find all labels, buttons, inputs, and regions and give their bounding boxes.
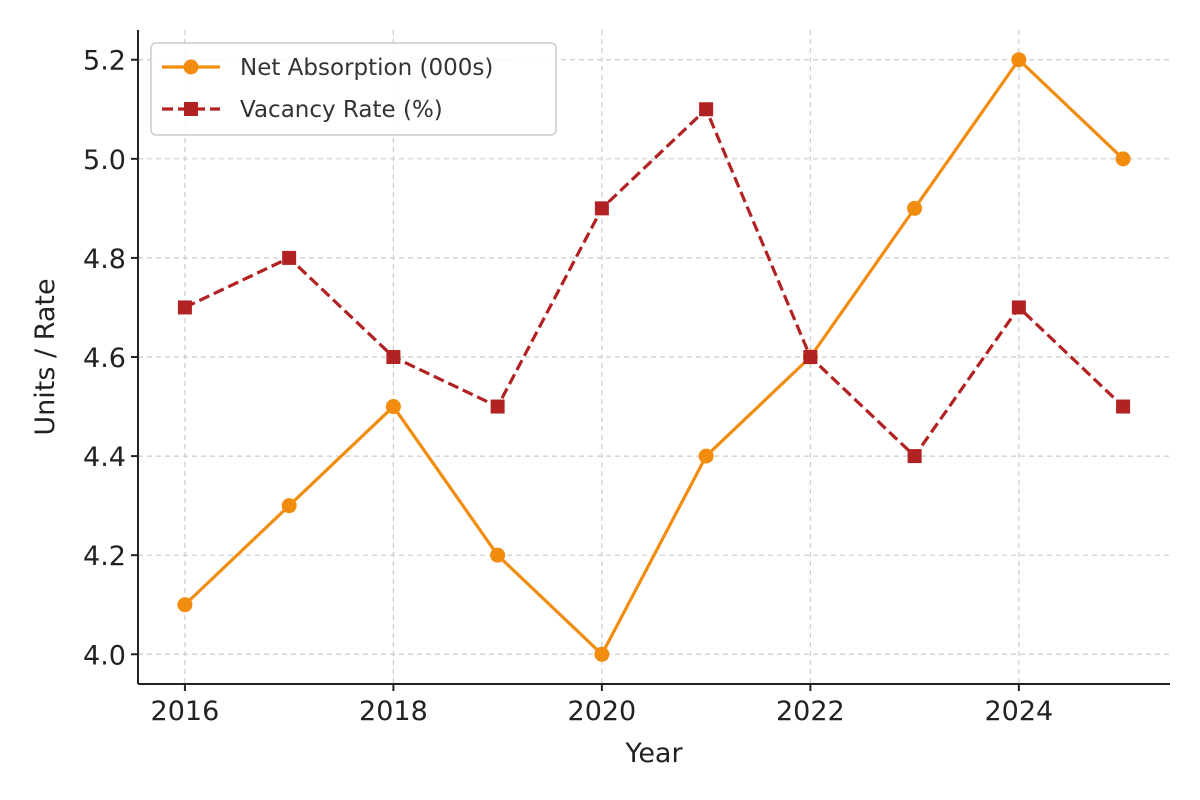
legend-item: Vacancy Rate (%) [162, 97, 443, 123]
series-1 [177, 102, 1131, 464]
legend-label: Net Absorption (000s) [240, 55, 493, 81]
y-tick-label: 4.2 [83, 541, 126, 572]
data-point [385, 399, 401, 415]
legend-box [150, 42, 557, 136]
data-point [698, 448, 714, 464]
data-point [1116, 399, 1131, 414]
series-line [183, 58, 1125, 656]
y-axis-label: Units / Rate [30, 278, 61, 435]
data-point [699, 102, 714, 117]
data-point [803, 350, 818, 364]
legend-label: Vacancy Rate (%) [240, 97, 443, 123]
legend: Net Absorption (000s) Vacancy Rate (%) [150, 42, 557, 136]
data-point [490, 399, 505, 414]
y-tick-label: 4.4 [83, 442, 126, 473]
data-point [594, 201, 609, 216]
tick-labels: 2016 2018 2020 2022 2024 4.0 4.2 4.4 4.6 4.8 5.0 5.… [83, 46, 1053, 727]
data-point [281, 498, 297, 514]
data-point [177, 597, 193, 613]
x-tick-label: 2016 [151, 696, 220, 727]
legend-marker [183, 59, 199, 75]
y-tick-label: 4.0 [83, 640, 126, 671]
legend-item: Net Absorption (000s) [162, 55, 493, 81]
data-point [907, 449, 922, 464]
x-tick-label: 2024 [984, 696, 1053, 727]
y-tick-label: 4.8 [83, 244, 126, 275]
data-point [1011, 52, 1027, 68]
data-point [490, 547, 506, 563]
y-tick-label: 5.0 [83, 145, 126, 176]
series-group [177, 52, 1131, 662]
x-axis-label: Year [624, 738, 683, 769]
data-point [594, 646, 610, 662]
series-line [184, 107, 1125, 458]
data-point [907, 200, 923, 216]
data-point [177, 300, 192, 315]
legend-marker [184, 102, 198, 116]
data-point [1115, 151, 1131, 167]
x-tick-label: 2020 [568, 696, 637, 727]
x-tick-label: 2018 [359, 696, 428, 727]
y-tick-label: 5.2 [83, 46, 126, 77]
data-point [282, 250, 297, 265]
data-point [1011, 300, 1026, 315]
y-tick-label: 4.6 [83, 343, 126, 374]
data-point [386, 350, 401, 364]
axes [131, 30, 1170, 691]
x-tick-label: 2022 [776, 696, 845, 727]
